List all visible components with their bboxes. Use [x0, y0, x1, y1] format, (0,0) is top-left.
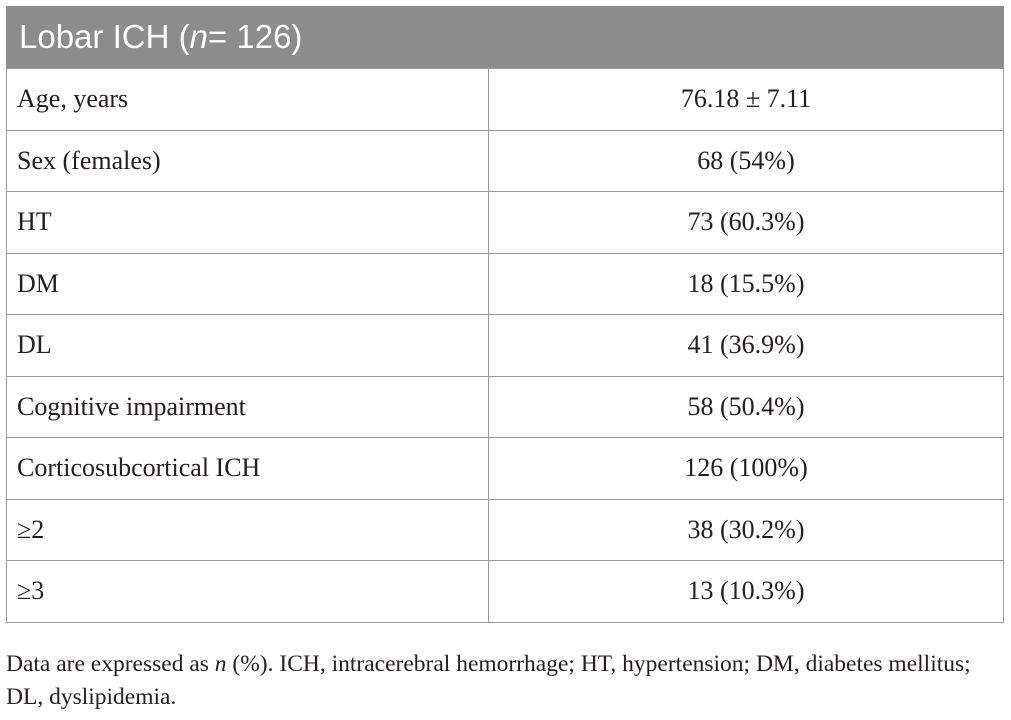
- row-label: Age, years: [6, 68, 489, 131]
- row-label: ≥2: [6, 498, 489, 561]
- row-label: ≥3: [6, 560, 489, 623]
- row-label: DM: [6, 252, 489, 315]
- table-row: ≥2 38 (30.2%): [6, 498, 1004, 561]
- row-label: Sex (females): [6, 129, 489, 192]
- table-row: Cognitive impairment 58 (50.4%): [6, 375, 1004, 438]
- row-value: 68 (54%): [488, 129, 1004, 192]
- table-body: Age, years 76.18 ± 7.11 Sex (females) 68…: [6, 68, 1004, 623]
- table-row: DL 41 (36.9%): [6, 314, 1004, 377]
- row-value: 18 (15.5%): [488, 252, 1004, 315]
- row-value: 126 (100%): [488, 437, 1004, 500]
- table-title-prefix: Lobar ICH (: [19, 18, 190, 55]
- row-value: 13 (10.3%): [488, 560, 1004, 623]
- row-label: Cognitive impairment: [6, 375, 489, 438]
- row-label: Corticosubcortical ICH: [6, 437, 489, 500]
- table-header: Lobar ICH (n = 126): [6, 6, 1004, 68]
- table-row: Sex (females) 68 (54%): [6, 129, 1004, 192]
- row-value: 38 (30.2%): [488, 498, 1004, 561]
- row-value: 41 (36.9%): [488, 314, 1004, 377]
- row-label: DL: [6, 314, 489, 377]
- row-label: HT: [6, 191, 489, 254]
- table-row: ≥3 13 (10.3%): [6, 560, 1004, 623]
- table-title-n: n: [189, 18, 208, 55]
- table-row: Corticosubcortical ICH 126 (100%): [6, 437, 1004, 500]
- table-row: Age, years 76.18 ± 7.11: [6, 68, 1004, 131]
- row-value: 76.18 ± 7.11: [488, 68, 1004, 131]
- row-value: 58 (50.4%): [488, 375, 1004, 438]
- footnote-rest: (%). ICH, intracerebral hemorrhage; HT, …: [6, 651, 971, 710]
- data-table: Lobar ICH (n = 126) Age, years 76.18 ± 7…: [6, 6, 1004, 623]
- table-row: HT 73 (60.3%): [6, 191, 1004, 254]
- footnote-prefix: Data are expressed as: [6, 651, 215, 677]
- footnote-n: n: [214, 651, 227, 677]
- table-row: DM 18 (15.5%): [6, 252, 1004, 315]
- table-footnote: Data are expressed as n (%). ICH, intrac…: [6, 648, 1006, 714]
- row-value: 73 (60.3%): [488, 191, 1004, 254]
- table-title-suffix: = 126): [207, 18, 303, 55]
